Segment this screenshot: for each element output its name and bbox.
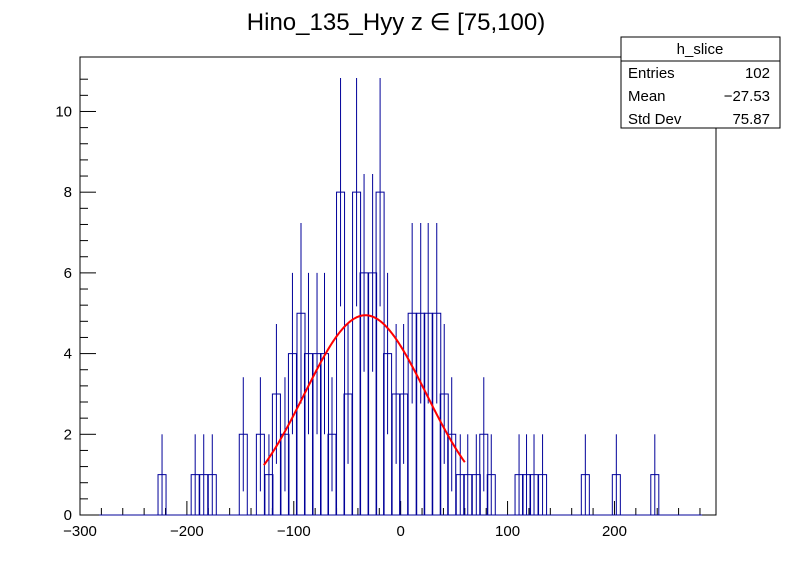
histogram-bin: [352, 191, 362, 515]
histogram-bin: [432, 312, 442, 515]
histogram-bin: [447, 433, 457, 515]
histogram-bin: [296, 312, 306, 515]
histogram-bin: [580, 474, 590, 515]
histogram-bin: [264, 474, 274, 515]
y-tick-label: 6: [64, 265, 72, 282]
histogram-bin: [423, 312, 433, 515]
histogram-bin: [303, 353, 313, 515]
y-tick-label: 4: [64, 346, 72, 363]
stats-label-std-dev: Std Dev: [628, 111, 682, 128]
stats-label-mean: Mean: [628, 88, 666, 105]
histogram-bin: [650, 474, 660, 515]
stats-box: h_slice Entries 102 Mean −27.53 Std Dev …: [620, 36, 781, 129]
histogram-bin: [522, 474, 532, 515]
stats-label-entries: Entries: [628, 65, 675, 82]
x-tick-label: −100: [277, 523, 311, 540]
stats-value-entries: 102: [745, 65, 770, 82]
x-tick-label: −300: [63, 523, 97, 540]
histogram-bin: [383, 353, 393, 515]
histogram-bin: [238, 433, 248, 515]
histogram-bin: [407, 312, 417, 515]
histogram-bin: [190, 474, 200, 515]
histogram-bin: [368, 272, 378, 515]
stats-box-title: h_slice: [677, 41, 724, 58]
histogram-bins: [99, 191, 703, 516]
x-tick-label: 200: [602, 523, 627, 540]
histogram-bin: [199, 474, 209, 515]
histogram-bin: [280, 433, 290, 515]
gaussian-fit-curve: [263, 314, 466, 466]
histogram-bin: [399, 393, 409, 515]
y-tick-label: 0: [64, 507, 72, 524]
histogram-bin: [343, 393, 353, 515]
histogram-bin: [514, 474, 524, 515]
histogram-bin: [486, 474, 496, 515]
stats-box-frame: [620, 36, 781, 129]
x-tick-label: 0: [397, 523, 405, 540]
histogram-bin: [538, 474, 548, 515]
histogram-bin: [391, 393, 401, 515]
y-tick-label: 8: [64, 184, 72, 201]
histogram-bin: [336, 191, 346, 515]
histogram-bin: [463, 474, 473, 515]
y-axis: 0 2 4 6 8 10: [55, 78, 96, 524]
x-axis: −300 −200 −100 0 100 200: [63, 501, 701, 540]
histogram-bin: [312, 353, 322, 515]
histogram-bin: [359, 272, 369, 515]
histogram-bin: [327, 433, 337, 515]
histogram-bin: [455, 474, 465, 515]
histogram-bin: [207, 474, 217, 515]
histogram-bin: [439, 393, 449, 515]
stats-value-mean: −27.53: [724, 88, 770, 105]
y-tick-label: 10: [55, 103, 72, 120]
histogram-bin: [157, 474, 167, 515]
stats-value-std-dev: 75.87: [732, 111, 770, 128]
histogram-bin: [255, 433, 265, 515]
histogram-bin: [529, 474, 539, 515]
histogram-bin: [287, 353, 297, 515]
histogram-bin: [471, 474, 481, 515]
histogram-bin: [611, 474, 621, 515]
chart-title: Hino_135_Hyy z ∈ [75,100): [247, 9, 545, 36]
x-tick-label: −200: [170, 523, 204, 540]
histogram-bin: [416, 312, 426, 515]
y-tick-label: 2: [64, 426, 72, 443]
x-tick-label: 100: [495, 523, 520, 540]
